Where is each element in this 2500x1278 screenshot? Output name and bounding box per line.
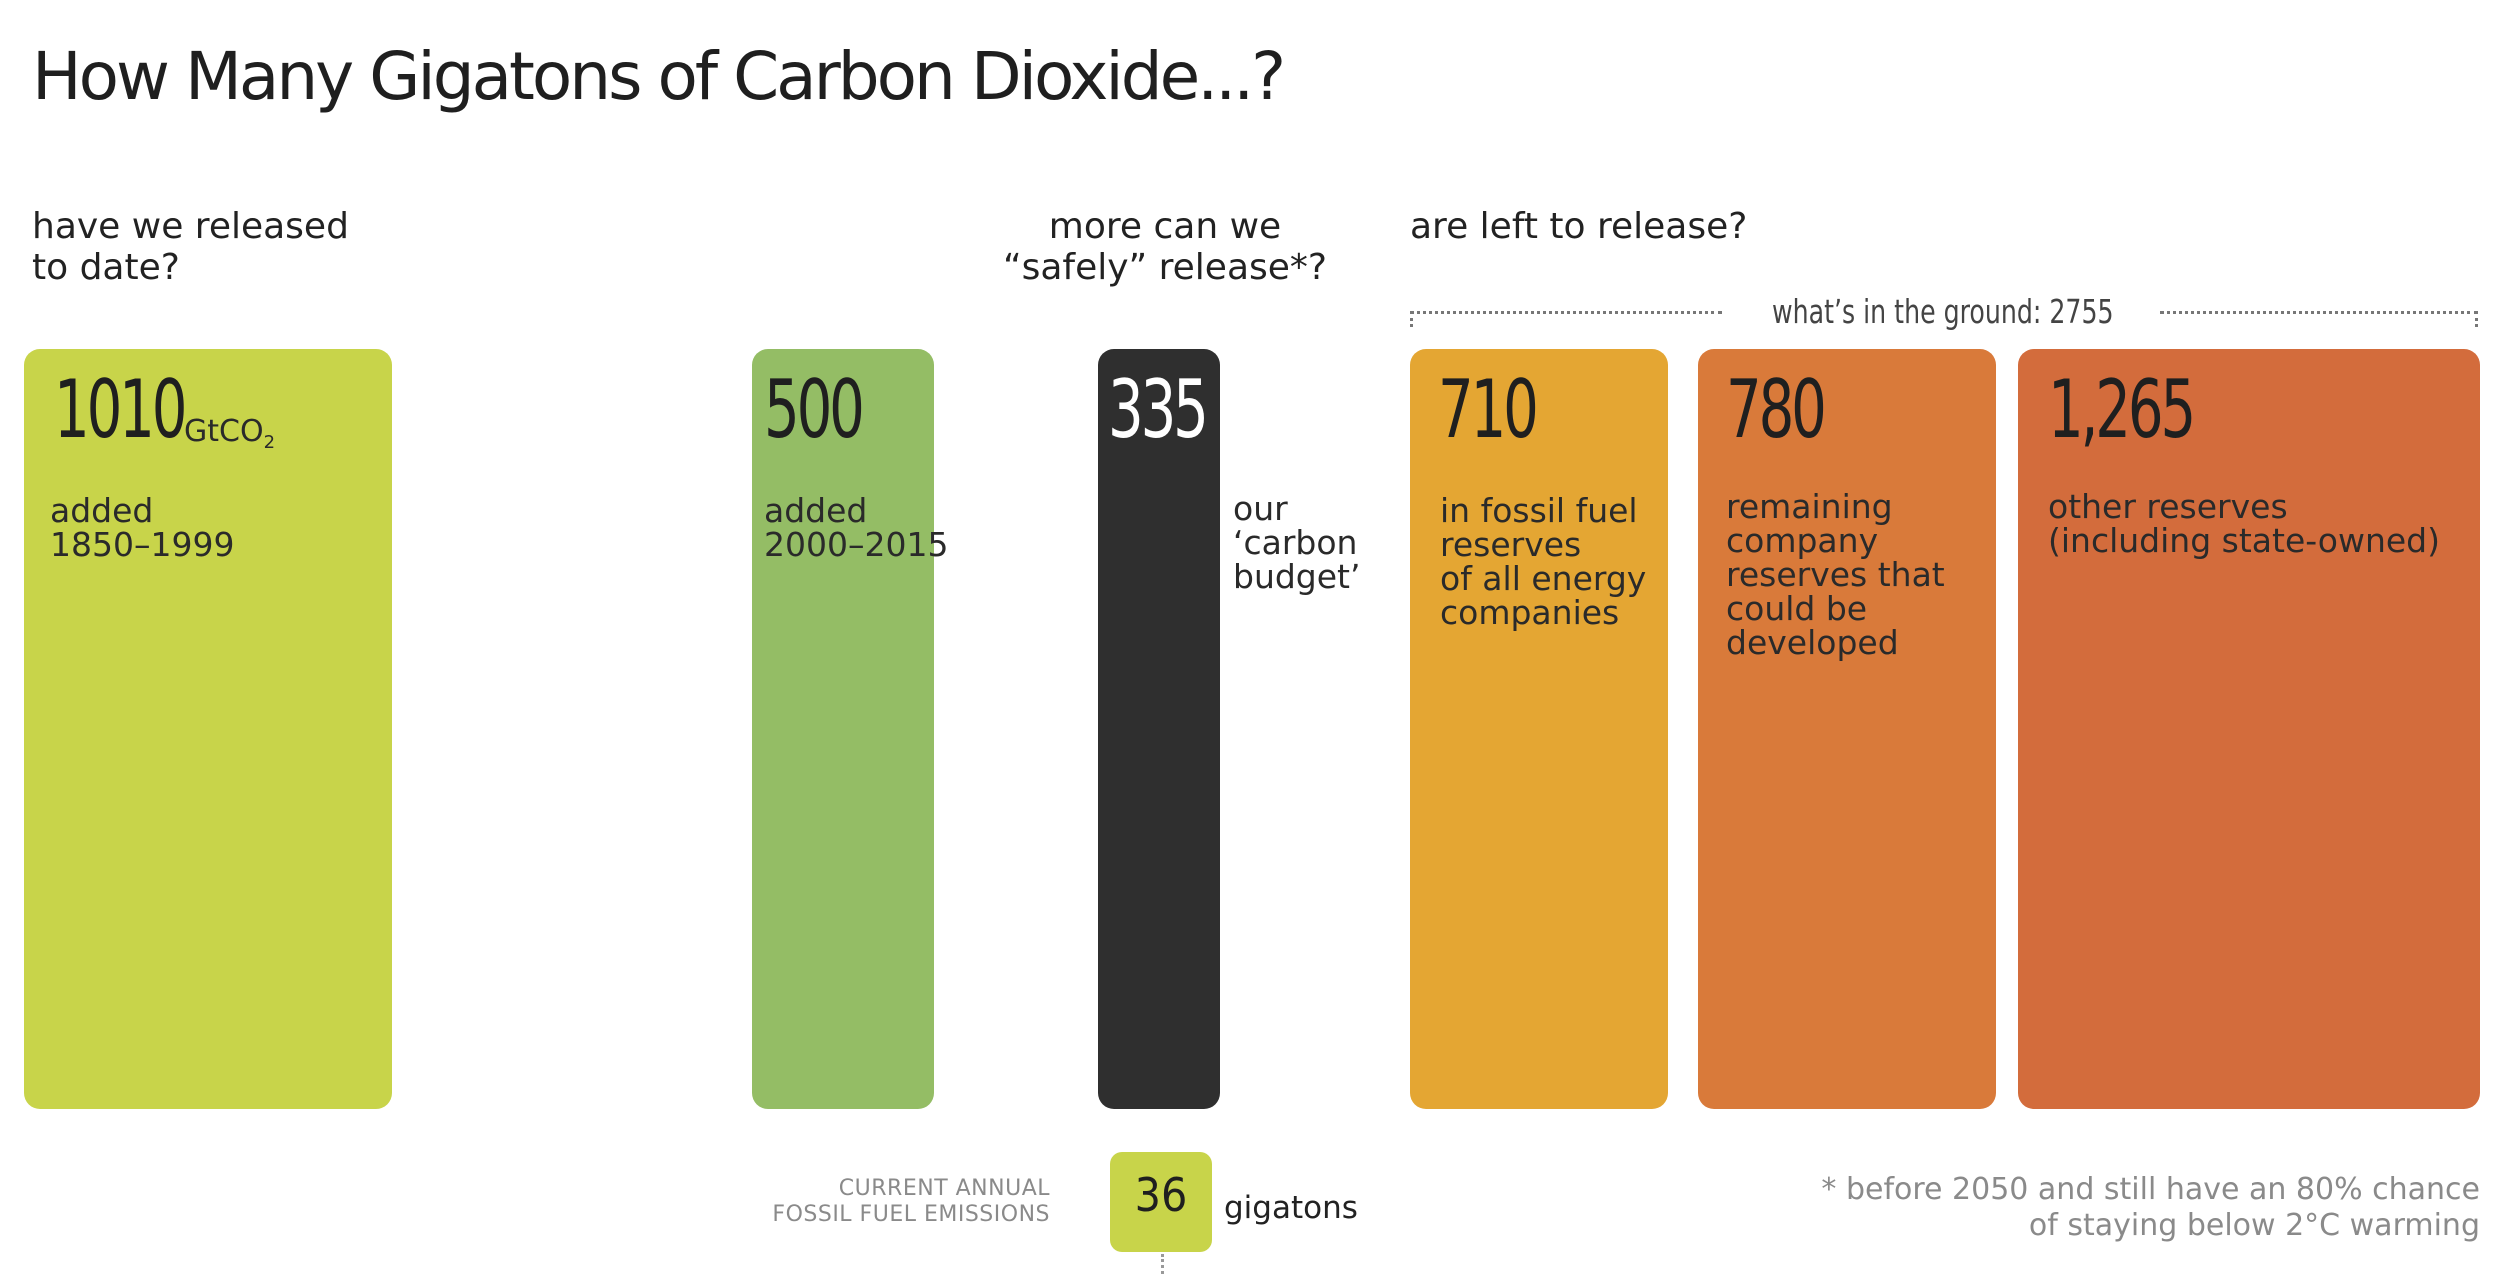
bar-description-2-line-0: our (1233, 489, 1288, 528)
bar-description-3: in fossil fuel reserves of all energy compa… (1440, 494, 1646, 630)
footnote: * before 2050 and still have an 80% chan… (1821, 1172, 2480, 1244)
chart-title: How Many Gigatons of Carbon Dioxide...? (32, 38, 1286, 115)
bar-description-1: added 2000–2015 (764, 494, 948, 562)
bar-description-3-line-2: of all energy (1440, 559, 1647, 598)
bar-value-5: 1,265 (2048, 363, 2196, 456)
emissions-caption-line-2: FOSSIL FUEL EMISSIONS (772, 1202, 1050, 1227)
bar-description-4-line-2: reserves that (1726, 555, 1945, 594)
ground-total-label: what’s in the ground: 2755 (1772, 292, 2114, 331)
question-safe-line-1: more can we (1048, 206, 1282, 247)
bar-description-4-line-1: company (1726, 521, 1879, 560)
bar-description-4-line-3: could be (1726, 589, 1868, 628)
emissions-caption: CURRENT ANNUAL FOSSIL FUEL EMISSIONS (772, 1176, 1050, 1228)
emissions-box (1110, 1152, 1212, 1252)
footnote-line-2: of staying below 2°C warming (2028, 1208, 2480, 1243)
bar-description-0: added 1850–1999 (50, 494, 234, 562)
emissions-value: 36 (1134, 1168, 1188, 1222)
bar-value-2: 335 (1108, 363, 1209, 456)
question-safe: more can we “safely” release*? (990, 206, 1340, 288)
bar-description-4-line-4: developed (1726, 623, 1899, 662)
bar-description-2-line-2: budget’ (1233, 557, 1361, 596)
bar-description-5: other reserves (including state-owned) (2048, 490, 2440, 558)
question-safe-line-2: “safely” release*? (1002, 247, 1328, 288)
bar-3 (1410, 349, 1668, 1109)
bar-description-2: our ‘carbon budget’ (1233, 492, 1361, 594)
bar-description-5-line-1: (including state-owned) (2048, 521, 2440, 560)
bar-description-3-line-3: companies (1440, 593, 1620, 632)
bar-value-1: 500 (764, 363, 865, 456)
bar-value-3: 710 (1438, 363, 1539, 456)
bar-description-2-line-1: ‘carbon (1233, 523, 1358, 562)
bar-unit-0: GtCO2 (184, 414, 275, 453)
bar-description-1-line-0: added (764, 491, 868, 530)
footnote-line-1: * before 2050 and still have an 80% chan… (1821, 1172, 2480, 1207)
question-released-line-1: have we released (32, 206, 349, 247)
question-released-line-2: to date? (32, 247, 180, 288)
bar-unit-text-0: GtCO (184, 414, 264, 449)
bar-description-4-line-0: remaining (1726, 487, 1893, 526)
question-released: have we released to date? (32, 206, 349, 288)
bar-4 (1698, 349, 1996, 1109)
bar-value-0: 1010 (54, 363, 187, 456)
bar-description-3-line-1: reserves (1440, 525, 1582, 564)
bar-description-3-line-0: in fossil fuel (1440, 491, 1638, 530)
emissions-tick (1161, 1254, 1164, 1274)
bar-description-0-line-0: added (50, 491, 154, 530)
bar-description-4: remaining company reserves that could be dev… (1726, 490, 1945, 660)
bar-5 (2018, 349, 2480, 1109)
ground-bracket-left (1410, 311, 1722, 314)
bar-0 (24, 349, 392, 1109)
bar-description-0-line-1: 1850–1999 (50, 525, 235, 564)
ground-bracket-right (2160, 311, 2478, 314)
bar-2 (1098, 349, 1220, 1109)
bar-unit-sub-0: 2 (263, 432, 276, 453)
bar-1 (752, 349, 934, 1109)
bar-description-5-line-0: other reserves (2048, 487, 2288, 526)
ground-bracket-right-tick (2475, 311, 2478, 327)
emissions-caption-line-1: CURRENT ANNUAL (838, 1176, 1050, 1201)
ground-bracket-left-tick (1410, 311, 1413, 327)
bar-value-4: 780 (1726, 363, 1827, 456)
question-left: are left to release? (1410, 206, 1747, 247)
bar-description-1-line-1: 2000–2015 (764, 525, 949, 564)
emissions-unit: gigatons (1224, 1190, 1358, 1226)
question-left-line-1: are left to release? (1410, 206, 1748, 247)
